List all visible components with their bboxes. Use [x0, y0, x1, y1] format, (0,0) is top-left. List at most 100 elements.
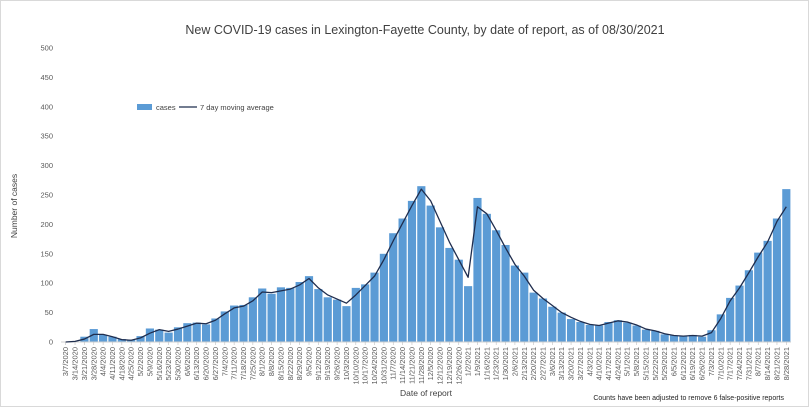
bar-cases — [89, 329, 98, 342]
bar-cases — [595, 325, 604, 342]
x-tick-label: 8/1/2020 — [258, 347, 267, 376]
x-tick-label: 11/28/2020 — [417, 347, 426, 384]
x-tick-label: 1/9/2021 — [473, 347, 482, 376]
bar-cases — [510, 265, 519, 342]
bar-cases — [333, 299, 342, 342]
x-tick-label: 3/6/2021 — [548, 347, 557, 376]
x-tick-label: 8/22/2020 — [286, 347, 295, 380]
x-tick-label: 10/17/2020 — [361, 347, 370, 385]
x-tick-label: 9/12/2020 — [314, 347, 323, 380]
x-tick-label: 5/30/2020 — [173, 347, 182, 380]
x-tick-label: 7/18/2020 — [239, 347, 248, 380]
bar-cases — [201, 324, 211, 342]
x-tick-label: 5/9/2020 — [145, 347, 154, 376]
x-tick-label: 2/20/2021 — [529, 347, 538, 380]
bar-cases — [641, 329, 651, 342]
bar-cases — [211, 318, 220, 342]
bar-cases — [258, 288, 267, 342]
legend-label-cases: cases — [156, 103, 176, 112]
y-tick-label: 500 — [40, 44, 53, 53]
adjustment-note: Counts have been adjusted to remove 6 fa… — [593, 395, 784, 402]
x-tick-label: 6/13/2020 — [192, 347, 201, 380]
bar-cases — [744, 270, 753, 342]
bar-cases — [651, 330, 660, 342]
y-tick-label: 100 — [40, 279, 53, 288]
bar-cases — [482, 213, 491, 342]
bar-cases — [473, 197, 482, 342]
bar-cases — [669, 335, 679, 342]
bar-cases — [398, 218, 407, 342]
bar-cases — [351, 287, 360, 342]
x-tick-label: 10/24/2020 — [370, 347, 379, 385]
x-tick-label: 3/27/2021 — [576, 347, 585, 380]
x-tick-label: 12/19/2020 — [445, 347, 454, 385]
x-tick-label: 4/18/2020 — [117, 347, 126, 380]
x-tick-label: 1/30/2021 — [501, 347, 510, 380]
x-tick-label: 1/2/2021 — [464, 347, 473, 376]
x-tick-label: 4/3/2021 — [585, 347, 594, 376]
bar-cases — [557, 312, 566, 342]
bar-cases — [314, 289, 323, 342]
x-tick-label: 5/22/2021 — [651, 347, 660, 380]
bar-cases — [426, 205, 435, 342]
x-tick-label: 9/26/2020 — [333, 347, 342, 380]
x-tick-label: 3/28/2020 — [89, 347, 98, 380]
bar-cases — [529, 292, 538, 342]
bar-cases — [361, 284, 370, 342]
x-tick-label: 8/28/2021 — [782, 347, 791, 380]
x-tick-label: 3/20/2021 — [567, 347, 576, 380]
bar-cases — [772, 218, 782, 342]
x-tick-label: 6/27/2020 — [211, 347, 220, 380]
x-tick-label: 10/3/2020 — [342, 347, 351, 380]
y-tick-label: 250 — [40, 191, 53, 200]
bar-cases — [520, 272, 529, 342]
bar-cases — [445, 247, 454, 342]
x-tick-label: 4/4/2020 — [99, 347, 108, 376]
bar-cases — [726, 297, 735, 342]
x-tick-label: 6/6/2020 — [183, 347, 192, 376]
bar-cases — [276, 287, 286, 342]
x-tick-label: 7/17/2021 — [726, 347, 735, 380]
x-tick-label: 8/14/2021 — [763, 347, 772, 380]
x-tick-label: 3/7/2020 — [61, 347, 70, 376]
x-tick-label: 12/5/2020 — [426, 347, 435, 380]
x-tick-label: 2/6/2021 — [510, 347, 519, 376]
bar-cases — [613, 320, 622, 342]
x-tick-label: 3/14/2020 — [71, 347, 80, 380]
x-tick-label: 12/26/2020 — [454, 347, 463, 385]
x-tick-label: 4/24/2021 — [613, 347, 622, 380]
bar-cases — [108, 336, 117, 342]
bar-cases — [716, 314, 725, 342]
bar-cases — [576, 322, 585, 342]
bar-cases — [192, 322, 201, 342]
legend-swatch-cases — [137, 104, 152, 110]
bar-cases — [698, 336, 707, 342]
bar-cases — [99, 334, 108, 342]
y-tick-label: 350 — [40, 132, 53, 141]
x-tick-label: 12/12/2020 — [436, 347, 445, 385]
x-tick-label: 5/23/2020 — [164, 347, 173, 380]
x-tick-label: 3/21/2020 — [80, 347, 89, 380]
x-tick-label: 1/16/2021 — [482, 347, 491, 380]
bar-cases — [707, 330, 716, 342]
bar-cases — [230, 305, 239, 342]
x-tick-label: 6/26/2021 — [698, 347, 707, 380]
x-tick-label: 5/2/2020 — [136, 347, 145, 376]
x-tick-label: 7/25/2020 — [248, 347, 257, 380]
bar-cases — [585, 324, 594, 342]
bar-cases — [323, 297, 332, 342]
moving-average-line — [65, 188, 787, 343]
bar-cases — [155, 329, 164, 342]
bar-cases — [379, 253, 388, 342]
bar-cases — [679, 336, 688, 342]
x-tick-label: 4/25/2020 — [127, 347, 136, 380]
bar-cases — [566, 319, 576, 342]
legend-label-average: 7 day moving average — [200, 103, 274, 112]
moving-average-series — [65, 188, 787, 343]
bar-cases — [220, 311, 229, 342]
legend: cases 7 day moving average — [137, 103, 274, 112]
bar-cases — [136, 336, 145, 342]
x-tick-label: 5/1/2021 — [623, 347, 632, 376]
